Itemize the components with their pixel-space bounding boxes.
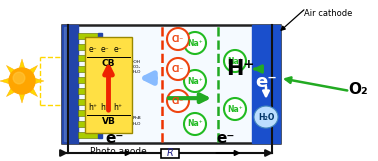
Bar (161, 148, 179, 157)
Bar (78, 44, 98, 50)
Polygon shape (28, 65, 37, 75)
Bar (98, 77, 102, 83)
Text: h⁺: h⁺ (101, 104, 110, 113)
Text: h⁺: h⁺ (113, 104, 122, 113)
Text: Na⁺: Na⁺ (227, 104, 243, 114)
Text: Air cathode: Air cathode (304, 9, 352, 18)
Text: Na⁺: Na⁺ (187, 38, 203, 47)
Bar (64, 27, 68, 141)
Text: e⁻: e⁻ (101, 44, 109, 53)
Text: VB: VB (102, 118, 115, 127)
Bar (62, 25, 280, 143)
Text: ·OH
CO₂
H₂O: ·OH CO₂ H₂O (133, 60, 141, 74)
Text: Na⁺: Na⁺ (227, 57, 243, 66)
Circle shape (184, 32, 206, 54)
Bar (98, 110, 102, 116)
Bar (78, 110, 98, 116)
Circle shape (224, 50, 246, 72)
Bar (78, 121, 98, 127)
Text: e⁻: e⁻ (114, 44, 122, 53)
Text: H₂O: H₂O (258, 113, 274, 122)
Circle shape (224, 98, 246, 120)
Text: H⁺: H⁺ (226, 59, 254, 79)
Text: Na⁺: Na⁺ (187, 119, 203, 128)
Bar (78, 132, 98, 138)
Circle shape (167, 58, 189, 80)
Bar (98, 99, 102, 105)
Circle shape (184, 113, 206, 135)
Text: Na⁺: Na⁺ (187, 76, 203, 85)
Text: Cl⁻: Cl⁻ (172, 34, 184, 43)
Polygon shape (28, 87, 37, 97)
Text: e⁻: e⁻ (216, 131, 235, 146)
Bar (98, 66, 102, 72)
Polygon shape (6, 65, 16, 75)
Bar (62, 25, 78, 143)
Bar (98, 121, 102, 127)
Circle shape (167, 28, 189, 50)
Bar (98, 55, 102, 61)
Text: h⁺: h⁺ (88, 104, 98, 113)
Text: e⁻: e⁻ (255, 73, 277, 91)
Bar (98, 44, 102, 50)
Bar (78, 77, 98, 83)
Bar (98, 132, 102, 138)
Text: Cl⁻: Cl⁻ (172, 96, 184, 105)
Circle shape (13, 72, 25, 84)
Bar (252, 25, 280, 143)
Circle shape (9, 68, 35, 94)
Polygon shape (19, 59, 25, 69)
Bar (78, 66, 98, 72)
Bar (78, 55, 98, 61)
Text: RhB
H₂O: RhB H₂O (133, 116, 142, 126)
Text: O₂: O₂ (348, 81, 368, 96)
Bar (98, 88, 102, 94)
Bar (78, 33, 98, 39)
Text: Photo anode: Photo anode (90, 147, 146, 156)
Text: e⁻: e⁻ (105, 131, 124, 146)
Bar (85, 37, 132, 133)
Bar (98, 33, 102, 39)
Polygon shape (6, 87, 16, 97)
Polygon shape (19, 93, 25, 103)
Circle shape (167, 90, 189, 112)
Text: CB: CB (102, 58, 115, 67)
Polygon shape (0, 78, 11, 84)
Ellipse shape (254, 106, 278, 128)
Text: e⁻: e⁻ (89, 44, 97, 53)
Text: R: R (167, 148, 174, 158)
Polygon shape (34, 78, 44, 84)
Bar (78, 99, 98, 105)
Circle shape (184, 70, 206, 92)
Text: Cl⁻: Cl⁻ (172, 65, 184, 74)
Bar (78, 88, 98, 94)
